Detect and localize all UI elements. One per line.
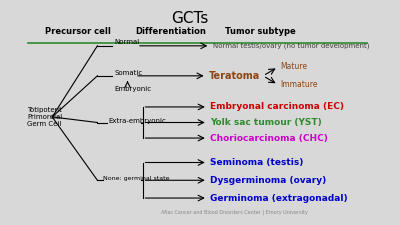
Text: Somatic: Somatic — [114, 70, 142, 76]
Text: GCTs: GCTs — [171, 11, 208, 26]
Text: Embryonic: Embryonic — [114, 86, 152, 92]
Text: Totipotent
Primordial
Germ Cell: Totipotent Primordial Germ Cell — [27, 107, 62, 127]
Text: Yolk sac tumour (YST): Yolk sac tumour (YST) — [210, 118, 322, 127]
Text: Aflac Cancer and Blood Disorders Center | Emory University: Aflac Cancer and Blood Disorders Center … — [161, 209, 308, 215]
Text: Germinoma (extragonadal): Germinoma (extragonadal) — [210, 194, 348, 202]
Text: None: germinal state: None: germinal state — [103, 176, 170, 181]
Text: Seminoma (testis): Seminoma (testis) — [210, 158, 304, 167]
Text: Extra-embryonic: Extra-embryonic — [109, 118, 166, 124]
Text: Embryonal carcinoma (EC): Embryonal carcinoma (EC) — [210, 102, 344, 111]
Text: Differentiation: Differentiation — [135, 27, 206, 36]
Text: Immature: Immature — [280, 80, 318, 89]
Text: Tumor subtype: Tumor subtype — [226, 27, 296, 36]
Text: Precursor cell: Precursor cell — [45, 27, 110, 36]
Text: Mature: Mature — [280, 62, 307, 71]
Text: Choriocarcinoma (CHC): Choriocarcinoma (CHC) — [210, 134, 328, 143]
Text: Teratoma: Teratoma — [209, 71, 260, 81]
Text: Dysgerminoma (ovary): Dysgerminoma (ovary) — [210, 176, 326, 185]
Text: Normal: Normal — [114, 40, 140, 45]
Text: Normal testis/ovary (no tumor development): Normal testis/ovary (no tumor developmen… — [213, 43, 370, 49]
